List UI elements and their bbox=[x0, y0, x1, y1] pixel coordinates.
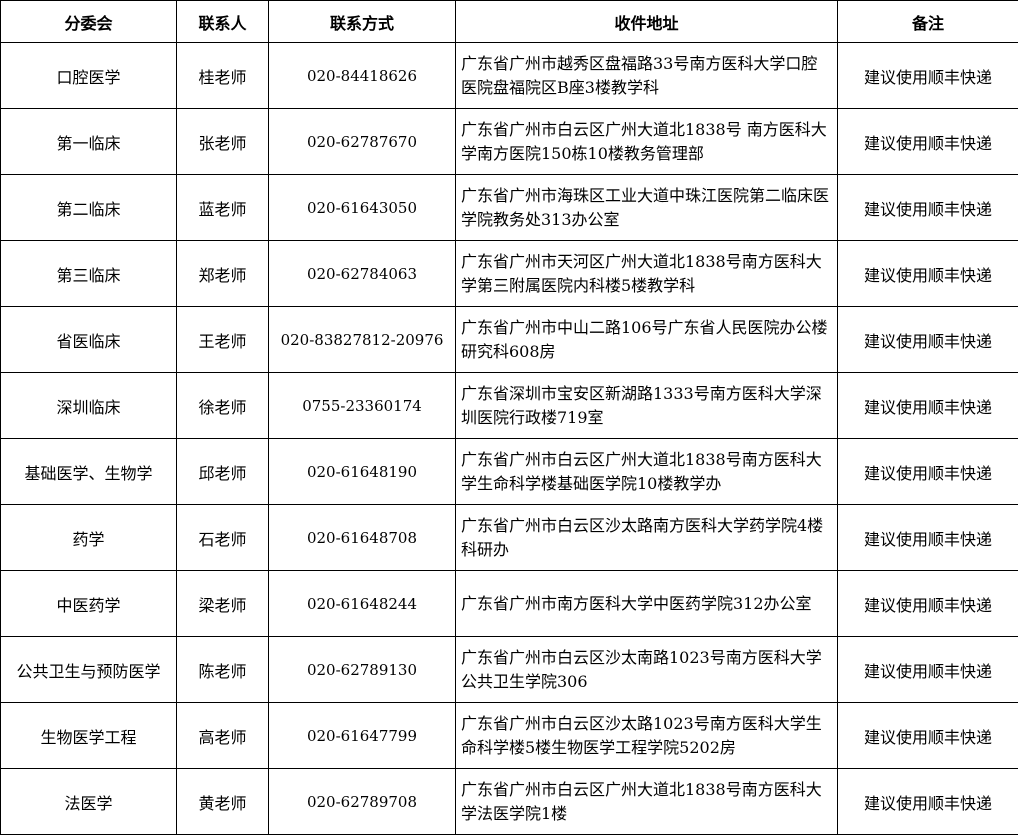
contact-cell: 王老师 bbox=[177, 307, 269, 373]
contact-cell: 梁老师 bbox=[177, 571, 269, 637]
committee-cell: 深圳临床 bbox=[1, 373, 177, 439]
address-cell: 广东省广州市白云区沙太路南方医科大学药学院4楼科研办 bbox=[456, 505, 838, 571]
note-cell: 建议使用顺丰快递 bbox=[838, 637, 1018, 703]
note-cell: 建议使用顺丰快递 bbox=[838, 571, 1018, 637]
phone-cell: 020-83827812-20976 bbox=[269, 307, 456, 373]
address-cell: 广东省广州市越秀区盘福路33号南方医科大学口腔医院盘福院区B座3楼教学科 bbox=[456, 43, 838, 109]
contact-cell: 桂老师 bbox=[177, 43, 269, 109]
committee-cell: 法医学 bbox=[1, 769, 177, 835]
phone-cell: 020-61647799 bbox=[269, 703, 456, 769]
contact-cell: 石老师 bbox=[177, 505, 269, 571]
address-cell: 广东省广州市白云区广州大道北1838号 南方医科大学南方医院150栋10楼教务管… bbox=[456, 109, 838, 175]
contact-cell: 蓝老师 bbox=[177, 175, 269, 241]
header-contact: 联系人 bbox=[177, 1, 269, 43]
committee-cell: 口腔医学 bbox=[1, 43, 177, 109]
phone-cell: 020-61648708 bbox=[269, 505, 456, 571]
note-cell: 建议使用顺丰快递 bbox=[838, 241, 1018, 307]
header-phone: 联系方式 bbox=[269, 1, 456, 43]
committee-cell: 第一临床 bbox=[1, 109, 177, 175]
header-note: 备注 bbox=[838, 1, 1018, 43]
header-address: 收件地址 bbox=[456, 1, 838, 43]
committee-cell: 省医临床 bbox=[1, 307, 177, 373]
phone-cell: 020-62789130 bbox=[269, 637, 456, 703]
address-cell: 广东省广州市海珠区工业大道中珠江医院第二临床医学院教务处313办公室 bbox=[456, 175, 838, 241]
address-cell: 广东省广州市白云区沙太路1023号南方医科大学生命科学楼5楼生物医学工程学院52… bbox=[456, 703, 838, 769]
address-cell: 广东省广州市南方医科大学中医药学院312办公室 bbox=[456, 571, 838, 637]
note-cell: 建议使用顺丰快递 bbox=[838, 175, 1018, 241]
phone-cell: 020-61643050 bbox=[269, 175, 456, 241]
note-cell: 建议使用顺丰快递 bbox=[838, 439, 1018, 505]
committee-cell: 第二临床 bbox=[1, 175, 177, 241]
phone-cell: 020-61648244 bbox=[269, 571, 456, 637]
header-row: 分委会 联系人 联系方式 收件地址 备注 bbox=[1, 1, 1018, 43]
committee-cell: 第三临床 bbox=[1, 241, 177, 307]
header-committee: 分委会 bbox=[1, 1, 177, 43]
note-cell: 建议使用顺丰快递 bbox=[838, 373, 1018, 439]
address-cell: 广东省广州市天河区广州大道北1838号南方医科大学第三附属医院内科楼5楼教学科 bbox=[456, 241, 838, 307]
committee-cell: 药学 bbox=[1, 505, 177, 571]
phone-cell: 0755-23360174 bbox=[269, 373, 456, 439]
contact-cell: 邱老师 bbox=[177, 439, 269, 505]
address-cell: 广东省广州市中山二路106号广东省人民医院办公楼研究科608房 bbox=[456, 307, 838, 373]
address-cell: 广东省深圳市宝安区新湖路1333号南方医科大学深圳医院行政楼719室 bbox=[456, 373, 838, 439]
note-cell: 建议使用顺丰快递 bbox=[838, 505, 1018, 571]
committee-cell: 基础医学、生物学 bbox=[1, 439, 177, 505]
phone-cell: 020-62789708 bbox=[269, 769, 456, 835]
contact-cell: 郑老师 bbox=[177, 241, 269, 307]
note-cell: 建议使用顺丰快递 bbox=[838, 703, 1018, 769]
address-cell: 广东省广州市白云区广州大道北1838号南方医科大学法医学院1楼 bbox=[456, 769, 838, 835]
phone-cell: 020-62787670 bbox=[269, 109, 456, 175]
contact-cell: 徐老师 bbox=[177, 373, 269, 439]
address-cell: 广东省广州市白云区广州大道北1838号南方医科大学生命科学楼基础医学院10楼教学… bbox=[456, 439, 838, 505]
committee-cell: 生物医学工程 bbox=[1, 703, 177, 769]
contact-cell: 陈老师 bbox=[177, 637, 269, 703]
note-cell: 建议使用顺丰快递 bbox=[838, 109, 1018, 175]
note-cell: 建议使用顺丰快递 bbox=[838, 307, 1018, 373]
phone-cell: 020-61648190 bbox=[269, 439, 456, 505]
phone-cell: 020-84418626 bbox=[269, 43, 456, 109]
committee-cell: 公共卫生与预防医学 bbox=[1, 637, 177, 703]
note-cell: 建议使用顺丰快递 bbox=[838, 43, 1018, 109]
address-cell: 广东省广州市白云区沙太南路1023号南方医科大学公共卫生学院306 bbox=[456, 637, 838, 703]
phone-cell: 020-62784063 bbox=[269, 241, 456, 307]
contact-cell: 张老师 bbox=[177, 109, 269, 175]
committee-cell: 中医药学 bbox=[1, 571, 177, 637]
note-cell: 建议使用顺丰快递 bbox=[838, 769, 1018, 835]
contact-cell: 黄老师 bbox=[177, 769, 269, 835]
contact-cell: 高老师 bbox=[177, 703, 269, 769]
